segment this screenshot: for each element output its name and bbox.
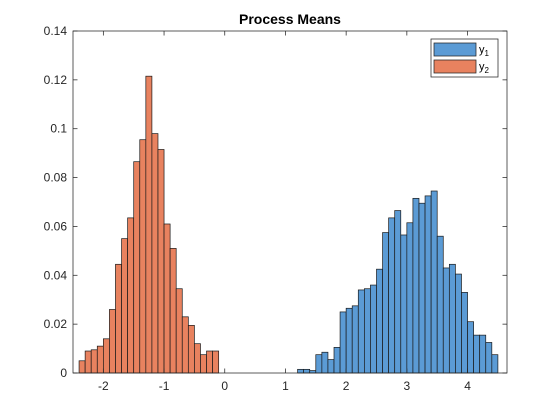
- histogram-bar-y1: [333, 347, 341, 374]
- histogram-bar-y2: [175, 288, 183, 374]
- y-tick-label: 0.08: [44, 171, 68, 185]
- histogram-bar-y1: [412, 197, 420, 374]
- x-tick-label: 3: [404, 379, 411, 393]
- histogram-bar-y1: [485, 342, 493, 374]
- histogram-bar-y2: [181, 316, 189, 374]
- histogram-bar-y2: [84, 350, 92, 374]
- histogram-bar-y2: [96, 345, 104, 374]
- histogram-bar-y2: [109, 309, 116, 374]
- axes-box: [72, 30, 508, 374]
- ticks-layer: -2 -1 0 1 2 3 4 0 0.02 0.04 0.06 0.08 0.1 0.12 0.14: [44, 24, 507, 393]
- histogram-bar-y1: [418, 202, 426, 374]
- x-tick-label: -2: [98, 379, 109, 393]
- x-tick-label: 4: [464, 379, 471, 393]
- legend-label-y2: y2: [479, 61, 490, 75]
- histogram-bar-y1: [424, 195, 432, 374]
- histogram-bar-y2: [157, 149, 165, 374]
- y-tick-label: 0: [60, 366, 67, 380]
- histogram-bar-y2: [163, 223, 171, 374]
- y-tick-label: 0.06: [44, 219, 68, 233]
- histogram-bar-y1: [406, 222, 414, 374]
- x-tick-label: 0: [221, 379, 228, 393]
- legend-label-y2-base: y: [479, 61, 485, 73]
- x-tick-label: 2: [343, 379, 350, 393]
- histogram-bar-y1: [491, 354, 499, 374]
- legend-label-y2-subscript: 2: [485, 66, 490, 75]
- histogram-bar-y2: [90, 349, 98, 374]
- histogram-bar-y1: [388, 217, 396, 374]
- histogram-bar-y1: [351, 305, 359, 374]
- histogram-bar-y2: [194, 343, 201, 374]
- histogram-bar-y2: [200, 354, 207, 374]
- histogram-bar-y1: [297, 368, 305, 374]
- legend-swatch-y2: [433, 59, 477, 74]
- histogram-bar-y2: [127, 217, 135, 374]
- x-tick-label: 1: [282, 379, 289, 393]
- y-tick-label: 0.04: [44, 268, 68, 282]
- histogram-bar-y2: [102, 338, 110, 374]
- histogram-bar-y1: [394, 210, 402, 374]
- legend-swatch-y1: [433, 42, 477, 57]
- histogram-bar-y1: [448, 263, 456, 374]
- histogram-bar-y1: [345, 307, 353, 374]
- histogram-bar-y2: [78, 360, 86, 374]
- histogram-bar-y1: [357, 289, 365, 374]
- histogram-bar-y1: [442, 267, 450, 374]
- y-tick-label: 0.12: [44, 73, 68, 87]
- histogram-bar-y1: [382, 232, 389, 374]
- histogram-bar-y2: [145, 75, 153, 374]
- histogram-bar-y1: [364, 288, 371, 374]
- histogram-bar-y1: [473, 334, 481, 374]
- histogram-bar-y1: [370, 284, 377, 374]
- histogram-bar-y1: [376, 268, 383, 374]
- y-tick-label: 0.1: [50, 122, 67, 136]
- histogram-bar-y1: [479, 334, 487, 374]
- histogram-bar-y2: [169, 248, 177, 374]
- histogram-bar-y2: [206, 350, 213, 374]
- legend-label-y1-base: y: [479, 44, 485, 56]
- histogram-bar-y2: [133, 161, 141, 374]
- histogram-bar-y1: [467, 321, 474, 374]
- histogram-bar-y2: [115, 263, 122, 374]
- histogram-bar-y2: [151, 133, 159, 374]
- y-tick-label: 0.14: [44, 24, 68, 38]
- histogram-bar-y1: [327, 359, 335, 374]
- histogram-bar-y1: [430, 190, 438, 374]
- histogram-bar-y1: [315, 354, 323, 374]
- histogram-bar-y1: [303, 368, 311, 374]
- legend-label-y1: y1: [479, 44, 490, 58]
- histogram-bar-y2: [187, 325, 195, 374]
- x-tick-label: -1: [159, 379, 170, 393]
- histogram-bar-y2: [139, 139, 147, 374]
- histogram-bar-y1: [400, 234, 408, 374]
- y-tick-label: 0.02: [44, 317, 68, 331]
- legend-label-y1-subscript: 1: [485, 49, 490, 58]
- histogram-bar-y1: [339, 311, 347, 374]
- bars-layer: [78, 75, 499, 374]
- histogram-bar-y1: [461, 292, 468, 374]
- histogram-bar-y1: [455, 273, 462, 374]
- histogram-bar-y1: [321, 351, 329, 374]
- legend: y1 y2: [430, 38, 499, 78]
- chart-title: Process Means: [239, 11, 341, 27]
- histogram-bar-y1: [436, 235, 444, 374]
- histogram-bar-y2: [121, 238, 128, 374]
- histogram-bar-y2: [212, 350, 220, 374]
